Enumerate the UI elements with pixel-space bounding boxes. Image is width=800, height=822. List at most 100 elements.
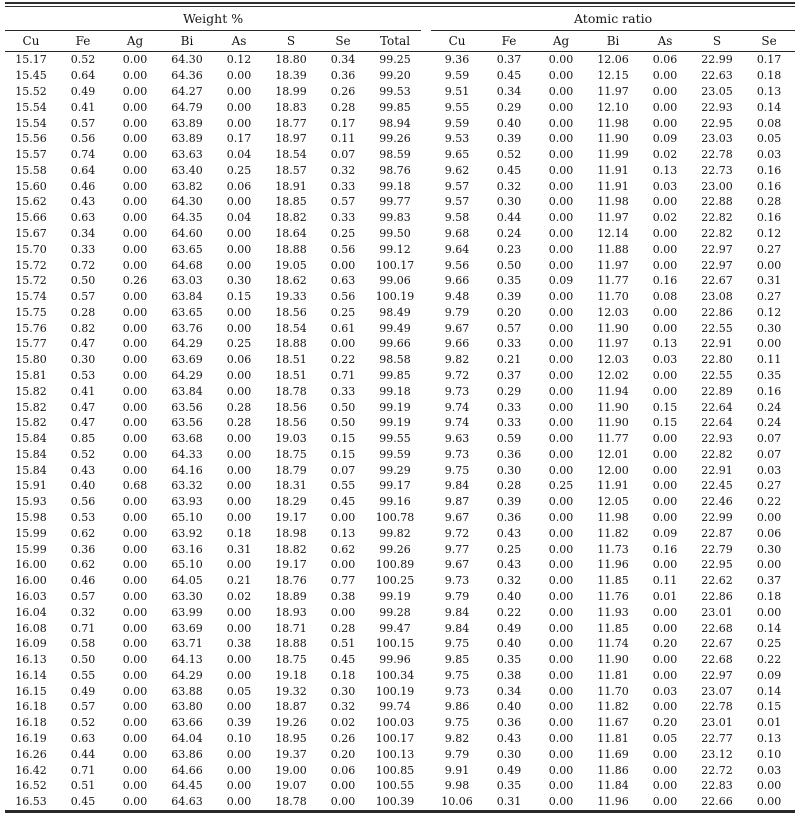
table-cell: 18.57 <box>275 163 307 177</box>
table-cell: 9.67 <box>444 558 470 572</box>
table-cell: 100.55 <box>375 779 415 793</box>
table-cell: 0.00 <box>548 558 574 572</box>
table-cell: 0.18 <box>756 69 782 83</box>
table-cell: 0.15 <box>330 447 356 461</box>
table-cell: 0.01 <box>652 589 678 603</box>
table-cell: 0.56 <box>70 495 96 509</box>
table-cell: 99.26 <box>379 542 411 556</box>
row-gap <box>421 68 431 84</box>
table-cell: 0.56 <box>330 290 356 304</box>
table-cell: 100.34 <box>375 668 415 682</box>
table-cell: 0.55 <box>330 479 356 493</box>
table-cell: 15.67 <box>15 226 47 240</box>
table-cell: 0.34 <box>70 226 96 240</box>
table-cell: 99.19 <box>379 589 411 603</box>
table-cell: 0.13 <box>330 526 356 540</box>
row-gap <box>421 636 431 652</box>
table-cell: 9.77 <box>444 542 470 556</box>
table-cell: 0.15 <box>756 700 782 714</box>
table-cell: 0.52 <box>496 148 522 162</box>
table-cell: 15.58 <box>15 163 47 177</box>
table-cell: 0.02 <box>652 148 678 162</box>
table-cell: 9.82 <box>444 353 470 367</box>
table-cell: 18.80 <box>275 53 307 67</box>
table-row: 16.18 0.57 0.00 63.80 0.00 18.87 0.32 99.74 9.86… <box>5 699 795 715</box>
table-cell: 22.63 <box>701 69 733 83</box>
table-cell: 0.25 <box>330 226 356 240</box>
table-cell: 18.56 <box>275 305 307 319</box>
table-cell: 11.90 <box>597 416 629 430</box>
table-cell: 22.99 <box>701 53 733 67</box>
table-cell: 16.26 <box>15 747 47 761</box>
table-cell: 9.84 <box>444 479 470 493</box>
table-cell: 0.00 <box>548 132 574 146</box>
table-cell: 16.15 <box>15 684 47 698</box>
table-cell: 9.73 <box>444 684 470 698</box>
table-cell: 0.00 <box>122 763 148 777</box>
table-cell: 0.00 <box>122 558 148 572</box>
table-cell: 0.00 <box>652 558 678 572</box>
table-cell: 0.00 <box>652 116 678 130</box>
table-cell: 0.00 <box>548 337 574 351</box>
table-cell: 0.00 <box>548 668 574 682</box>
table-cell: 0.16 <box>756 384 782 398</box>
table-cell: 0.00 <box>548 226 574 240</box>
table-cell: 0.62 <box>330 542 356 556</box>
table-cell: 22.77 <box>701 731 733 745</box>
row-gap <box>421 604 431 620</box>
table-cell: 0.25 <box>330 305 356 319</box>
table-cell: 11.77 <box>597 432 629 446</box>
table-cell: 18.99 <box>275 84 307 98</box>
table-cell: 0.00 <box>226 242 252 256</box>
table-cell: 0.00 <box>548 779 574 793</box>
table-cell: 0.00 <box>226 763 252 777</box>
table-cell: 9.86 <box>444 700 470 714</box>
table-cell: 0.56 <box>70 132 96 146</box>
table-cell: 9.59 <box>444 116 470 130</box>
table-cell: 0.00 <box>548 84 574 98</box>
table-cell: 99.47 <box>379 621 411 635</box>
table-cell: 22.97 <box>701 668 733 682</box>
table-cell: 0.00 <box>548 100 574 114</box>
column-header-weight-se: Se <box>317 30 369 52</box>
table-cell: 9.56 <box>444 258 470 272</box>
table-cell: 63.84 <box>171 290 203 304</box>
table-cell: 0.00 <box>226 495 252 509</box>
table-cell: 0.00 <box>652 195 678 209</box>
table-row: 15.72 0.72 0.00 64.68 0.00 19.05 0.00 100.17 9.5… <box>5 257 795 273</box>
table-cell: 0.00 <box>122 116 148 130</box>
table-cell: 0.14 <box>756 100 782 114</box>
column-header-weight-bi: Bi <box>161 30 213 52</box>
table-row: 15.67 0.34 0.00 64.60 0.00 18.64 0.25 99.50 9.68… <box>5 226 795 242</box>
table-cell: 100.03 <box>375 716 415 730</box>
table-cell: 11.98 <box>597 511 629 525</box>
table-cell: 0.06 <box>756 526 782 540</box>
table-cell: 22.91 <box>701 463 733 477</box>
table-cell: 15.99 <box>15 542 47 556</box>
table-cell: 100.89 <box>375 558 415 572</box>
table-cell: 0.27 <box>756 479 782 493</box>
table-cell: 18.79 <box>275 463 307 477</box>
table-row: 15.99 0.62 0.00 63.92 0.18 18.98 0.13 99.82 9.72… <box>5 525 795 541</box>
table-cell: 0.00 <box>330 258 356 272</box>
table-cell: 9.98 <box>444 779 470 793</box>
table-cell: 0.20 <box>330 747 356 761</box>
table-cell: 11.77 <box>597 274 629 288</box>
table-cell: 0.62 <box>70 558 96 572</box>
table-cell: 11.88 <box>597 242 629 256</box>
table-cell: 15.98 <box>15 511 47 525</box>
table-cell: 0.11 <box>330 132 356 146</box>
table-cell: 22.99 <box>701 511 733 525</box>
table-cell: 0.33 <box>496 400 522 414</box>
table-cell: 0.00 <box>122 53 148 67</box>
table-cell: 0.33 <box>330 179 356 193</box>
table-cell: 64.29 <box>171 337 203 351</box>
table-row: 15.84 0.52 0.00 64.33 0.00 18.75 0.15 99.59 9.73… <box>5 447 795 463</box>
table-cell: 0.00 <box>122 779 148 793</box>
table-cell: 99.17 <box>379 479 411 493</box>
table-cell: 15.54 <box>15 116 47 130</box>
table-cell: 0.45 <box>330 653 356 667</box>
table-cell: 11.90 <box>597 132 629 146</box>
table-cell: 0.00 <box>652 369 678 383</box>
table-cell: 22.72 <box>701 763 733 777</box>
